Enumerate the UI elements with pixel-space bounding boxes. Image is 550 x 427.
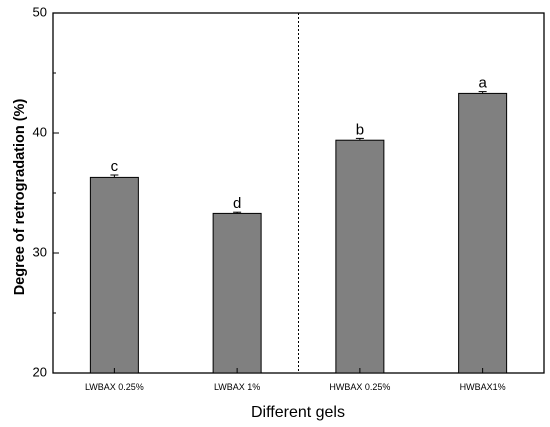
x-tick-label: HWBAX 0.25% [329, 382, 390, 392]
significance-label: a [478, 75, 487, 92]
y-axis-title: Degree of retrogradation (%) [12, 99, 28, 296]
y-tick-label: 30 [33, 244, 47, 259]
bar [89, 176, 139, 374]
y-tick-label: 40 [33, 124, 47, 139]
significance-label: d [233, 195, 241, 212]
x-axis-title: Different gels [251, 404, 345, 421]
x-tick-label: LWBAX 0.25% [85, 382, 144, 392]
y-tick-label: 50 [33, 4, 47, 19]
bar [335, 139, 385, 374]
x-tick-label: HWBAX1% [460, 382, 506, 392]
significance-label: b [356, 121, 364, 138]
significance-label: c [111, 158, 119, 175]
x-tick-label: LWBAX 1% [214, 382, 260, 392]
bar [458, 92, 508, 374]
y-tick-label: 20 [33, 364, 47, 379]
bar [212, 212, 262, 374]
